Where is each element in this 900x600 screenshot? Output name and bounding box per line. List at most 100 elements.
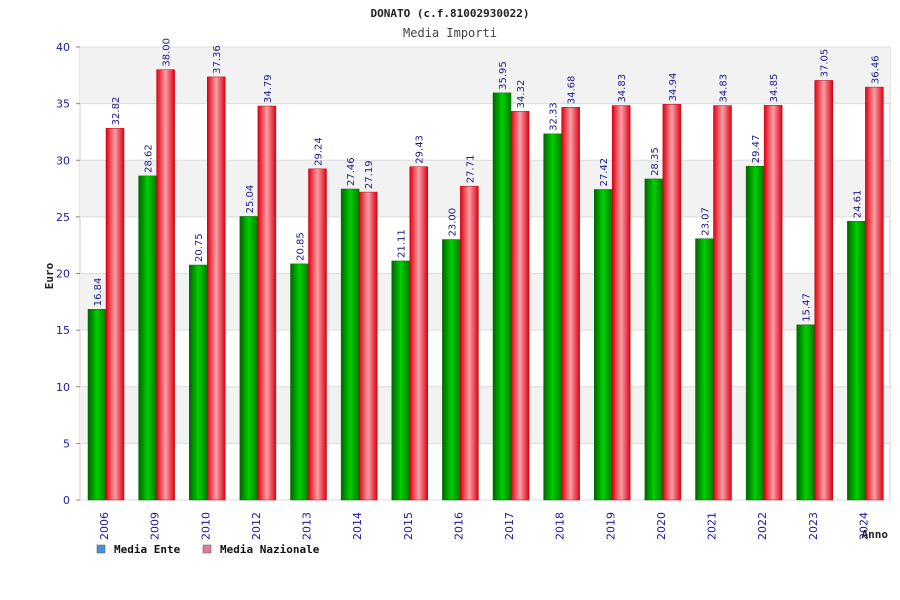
x-tick-label: 2016 [452, 512, 465, 540]
data-label: 37.05 [820, 49, 831, 78]
bar-media-nazionale-2006 [105, 128, 125, 501]
data-label: 32.82 [111, 97, 122, 126]
x-axis-label: Anno [862, 528, 889, 541]
data-label: 35.95 [498, 61, 509, 90]
bar-media-ente-2023 [796, 324, 815, 501]
y-tick-label: 15 [56, 324, 70, 337]
x-tick-label: 2012 [250, 512, 263, 540]
bar-media-ente-2006 [87, 309, 107, 501]
bars [87, 69, 884, 501]
bar-media-ente-2009 [138, 175, 157, 501]
bar-media-nazionale-2024 [865, 86, 884, 501]
data-label: 23.00 [447, 208, 458, 237]
bar-media-nazionale-2009 [156, 69, 175, 501]
data-label: 34.85 [769, 74, 780, 103]
y-tick-label: 35 [56, 98, 70, 111]
bar-media-ente-2012 [239, 216, 259, 501]
bar-media-nazionale-2014 [358, 191, 378, 501]
x-tick-label: 2023 [807, 512, 820, 540]
y-axis-label: Euro [43, 262, 56, 289]
legend-label-media-nazionale: Media Nazionale [220, 543, 320, 556]
bar-media-ente-2010 [189, 264, 208, 501]
legend-swatch-media-nazionale [202, 544, 212, 554]
legend: Media Ente Media Nazionale [96, 543, 320, 556]
x-tick-label: 2020 [655, 512, 668, 540]
x-tick-label: 2006 [98, 512, 111, 540]
bar-media-ente-2019 [594, 189, 613, 501]
x-tick-label: 2018 [554, 512, 567, 540]
y-tick-label: 0 [63, 494, 70, 507]
x-axis-ticks: 2006 2009 2010 2012 2013 2014 2015 2016 2017 2018… [98, 512, 870, 540]
x-tick-label: 2022 [756, 512, 769, 540]
y-tick-label: 5 [63, 437, 70, 450]
data-label: 20.75 [194, 233, 205, 262]
data-label: 38.00 [162, 38, 173, 67]
x-tick-label: 2017 [503, 512, 516, 540]
y-tick-label: 40 [56, 41, 70, 54]
data-label: 29.24 [314, 137, 325, 166]
bar-media-ente-2021 [695, 238, 714, 501]
bar-media-nazionale-2010 [207, 76, 226, 501]
data-label: 20.85 [296, 232, 307, 261]
bar-media-ente-2016 [442, 239, 461, 501]
y-tick-label: 30 [56, 154, 70, 167]
data-label: 21.11 [397, 229, 408, 258]
bar-media-nazionale-2016 [460, 185, 479, 501]
data-label: 34.83 [719, 74, 730, 103]
x-tick-label: 2009 [149, 512, 162, 540]
data-label: 24.61 [852, 190, 863, 219]
data-label: 23.07 [701, 207, 712, 236]
bar-media-nazionale-2013 [308, 168, 327, 501]
bar-media-ente-2017 [492, 92, 512, 501]
bar-media-nazionale-2015 [409, 166, 428, 501]
bar-media-nazionale-2017 [510, 111, 530, 501]
x-tick-label: 2015 [402, 512, 415, 540]
x-tick-label: 2019 [604, 512, 617, 540]
data-label: 28.62 [144, 144, 155, 173]
data-label: 27.19 [364, 160, 375, 189]
bar-media-nazionale-2021 [713, 105, 732, 501]
data-label: 29.47 [751, 135, 762, 164]
x-tick-label: 2014 [351, 512, 364, 540]
legend-swatch-media-ente [96, 544, 106, 554]
bar-media-nazionale-2012 [257, 105, 277, 501]
data-label: 28.35 [650, 147, 661, 176]
data-label: 27.71 [465, 155, 476, 184]
bar-media-ente-2024 [847, 221, 866, 501]
bar-media-ente-2022 [745, 166, 765, 501]
bar-media-nazionale-2020 [662, 104, 682, 501]
bar-media-nazionale-2019 [612, 105, 631, 501]
x-tick-label: 2024 [857, 512, 870, 540]
data-label: 27.46 [346, 157, 357, 186]
y-axis-ticks: 0 5 10 15 20 25 30 35 40 [56, 41, 80, 507]
chart-subtitle: Media Importi [403, 26, 497, 40]
y-tick-label: 25 [56, 211, 70, 224]
data-label: 34.79 [263, 74, 274, 103]
data-label: 37.36 [212, 45, 223, 74]
y-tick-label: 10 [56, 381, 70, 394]
data-label: 25.04 [245, 185, 256, 214]
bar-media-nazionale-2023 [814, 80, 833, 501]
data-label: 16.84 [93, 278, 104, 307]
bar-media-ente-2018 [543, 133, 562, 501]
data-label: 32.33 [549, 102, 560, 131]
data-label: 29.43 [415, 135, 426, 164]
data-label: 15.47 [802, 293, 813, 322]
x-tick-label: 2021 [706, 512, 719, 540]
value-labels: 16.84 32.82 28.62 38.00 20.75 37.36 25.04 34.79… [93, 38, 881, 322]
data-label: 36.46 [870, 55, 881, 84]
y-tick-label: 20 [56, 268, 70, 281]
data-label: 34.83 [617, 74, 628, 103]
data-label: 27.42 [599, 158, 610, 187]
bar-media-ente-2014 [340, 188, 360, 501]
bar-media-nazionale-2022 [763, 105, 783, 501]
x-tick-label: 2013 [301, 512, 314, 540]
bar-media-nazionale-2018 [561, 106, 580, 501]
bar-media-ente-2020 [644, 178, 664, 501]
x-tick-label: 2010 [199, 512, 212, 540]
data-label: 34.32 [516, 80, 527, 109]
bar-media-ente-2013 [290, 263, 309, 501]
bar-media-ente-2015 [391, 260, 410, 501]
data-label: 34.94 [668, 73, 679, 102]
